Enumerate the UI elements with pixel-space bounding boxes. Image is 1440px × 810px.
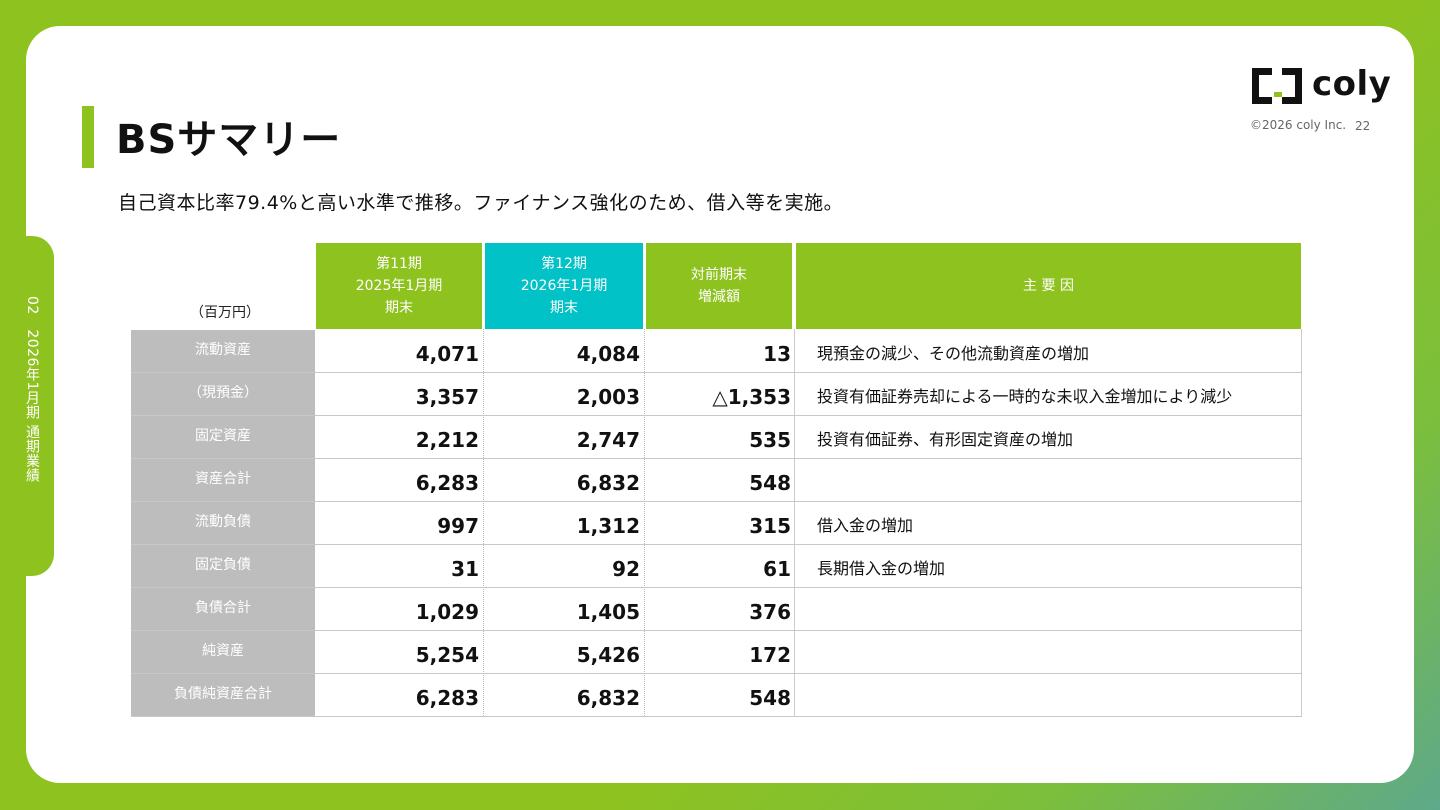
value-period11: 6,283 — [415, 471, 479, 495]
page-title: BSサマリー — [116, 117, 342, 163]
reason-text — [817, 459, 1297, 501]
reason-text — [817, 588, 1297, 630]
row-label: 負債合計 — [131, 588, 315, 630]
reason-text: 投資有価証券、有形固定資産の増加 — [817, 430, 1074, 449]
table-row: 固定負債 31 92 61 長期借入金の増加 — [131, 545, 1302, 588]
header-change-line2: 増減額 — [698, 289, 740, 305]
value-change: 13 — [763, 342, 791, 366]
header-period12: 第12期 2026年1月期 期末 — [485, 243, 643, 329]
value-period11: 31 — [451, 557, 479, 581]
header-period11-line1: 第11期 — [376, 256, 422, 272]
value-change: 548 — [749, 471, 791, 495]
table-row: （現預金） 3,357 2,003 △1,353 投資有価証券売却による一時的な… — [131, 373, 1302, 416]
header-period11: 第11期 2025年1月期 期末 — [316, 243, 482, 329]
row-label: 純資産 — [131, 631, 315, 673]
value-period11: 3,357 — [415, 385, 479, 409]
header-change-line1: 対前期末 — [691, 267, 747, 283]
column-divider — [644, 329, 645, 716]
reason-text — [817, 674, 1297, 716]
value-period11: 5,254 — [415, 643, 479, 667]
reason-text: 長期借入金の増加 — [817, 559, 946, 578]
value-period12: 6,832 — [576, 471, 640, 495]
section-side-label: 02 2026年1月期 通期業績 — [24, 296, 40, 483]
table-row: 流動負債 997 1,312 315 借入金の増加 — [131, 502, 1302, 545]
value-period11: 6,283 — [415, 686, 479, 710]
row-label: 流動資産 — [131, 330, 315, 372]
header-reason-label: 主 要 因 — [1023, 278, 1074, 294]
copyright: ©2026 coly Inc. — [1250, 118, 1347, 132]
row-label: 流動負債 — [131, 502, 315, 544]
value-period12: 1,312 — [576, 514, 640, 538]
value-period12: 1,405 — [576, 600, 640, 624]
header-reason: 主 要 因 — [796, 243, 1301, 329]
table-row: 負債純資産合計 6,283 6,832 548 — [131, 674, 1302, 717]
header-period11-line2: 2025年1月期 — [355, 278, 443, 294]
value-change: 315 — [749, 514, 791, 538]
table-row: 固定資産 2,212 2,747 535 投資有価証券、有形固定資産の増加 — [131, 416, 1302, 459]
value-change: 376 — [749, 600, 791, 624]
value-period12: 2,747 — [576, 428, 640, 452]
header-period12-line3: 期末 — [550, 300, 578, 316]
header-period11-line3: 期末 — [385, 300, 413, 316]
value-change: 61 — [763, 557, 791, 581]
row-label: （現預金） — [131, 373, 315, 415]
table-right-border — [1301, 329, 1302, 716]
table-row: 流動資産 4,071 4,084 13 現預金の減少、その他流動資産の増加 — [131, 330, 1302, 373]
value-change: 548 — [749, 686, 791, 710]
unit-label: （百万円） — [190, 305, 260, 321]
row-label: 固定資産 — [131, 416, 315, 458]
reason-text: 借入金の増加 — [817, 516, 914, 535]
page-subtitle: 自己資本比率79.4%と高い水準で推移。ファイナンス強化のため、借入等を実施。 — [118, 192, 844, 214]
table-row: 負債合計 1,029 1,405 376 — [131, 588, 1302, 631]
page-number: 22 — [1355, 119, 1371, 133]
column-divider — [794, 329, 795, 716]
reason-text: 現預金の減少、その他流動資産の増加 — [817, 344, 1090, 363]
title-accent-bar — [82, 106, 94, 168]
reason-text: 投資有価証券売却による一時的な未収入金増加により減少 — [817, 387, 1233, 406]
value-period11: 4,071 — [415, 342, 479, 366]
value-period12: 6,832 — [576, 686, 640, 710]
table-row: 純資産 5,254 5,426 172 — [131, 631, 1302, 674]
table-row: 資産合計 6,283 6,832 548 — [131, 459, 1302, 502]
row-label: 負債純資産合計 — [131, 674, 315, 716]
section-side-tab — [0, 236, 54, 576]
header-period12-line2: 2026年1月期 — [520, 278, 608, 294]
value-period12: 4,084 — [576, 342, 640, 366]
coly-logo-icon — [1252, 68, 1302, 104]
column-divider — [483, 329, 484, 716]
value-period12: 5,426 — [576, 643, 640, 667]
value-change: 535 — [749, 428, 791, 452]
logo-wordmark: coly — [1312, 64, 1392, 104]
value-period11: 997 — [437, 514, 479, 538]
value-period11: 1,029 — [415, 600, 479, 624]
row-label: 資産合計 — [131, 459, 315, 501]
value-period11: 2,212 — [415, 428, 479, 452]
value-change: △1,353 — [712, 385, 791, 409]
value-change: 172 — [749, 643, 791, 667]
header-period12-line1: 第12期 — [541, 256, 587, 272]
value-period12: 92 — [612, 557, 640, 581]
header-change: 対前期末 増減額 — [646, 243, 792, 329]
coly-logo: coly — [1252, 64, 1391, 106]
row-label: 固定負債 — [131, 545, 315, 587]
reason-text — [817, 631, 1297, 673]
value-period12: 2,003 — [576, 385, 640, 409]
